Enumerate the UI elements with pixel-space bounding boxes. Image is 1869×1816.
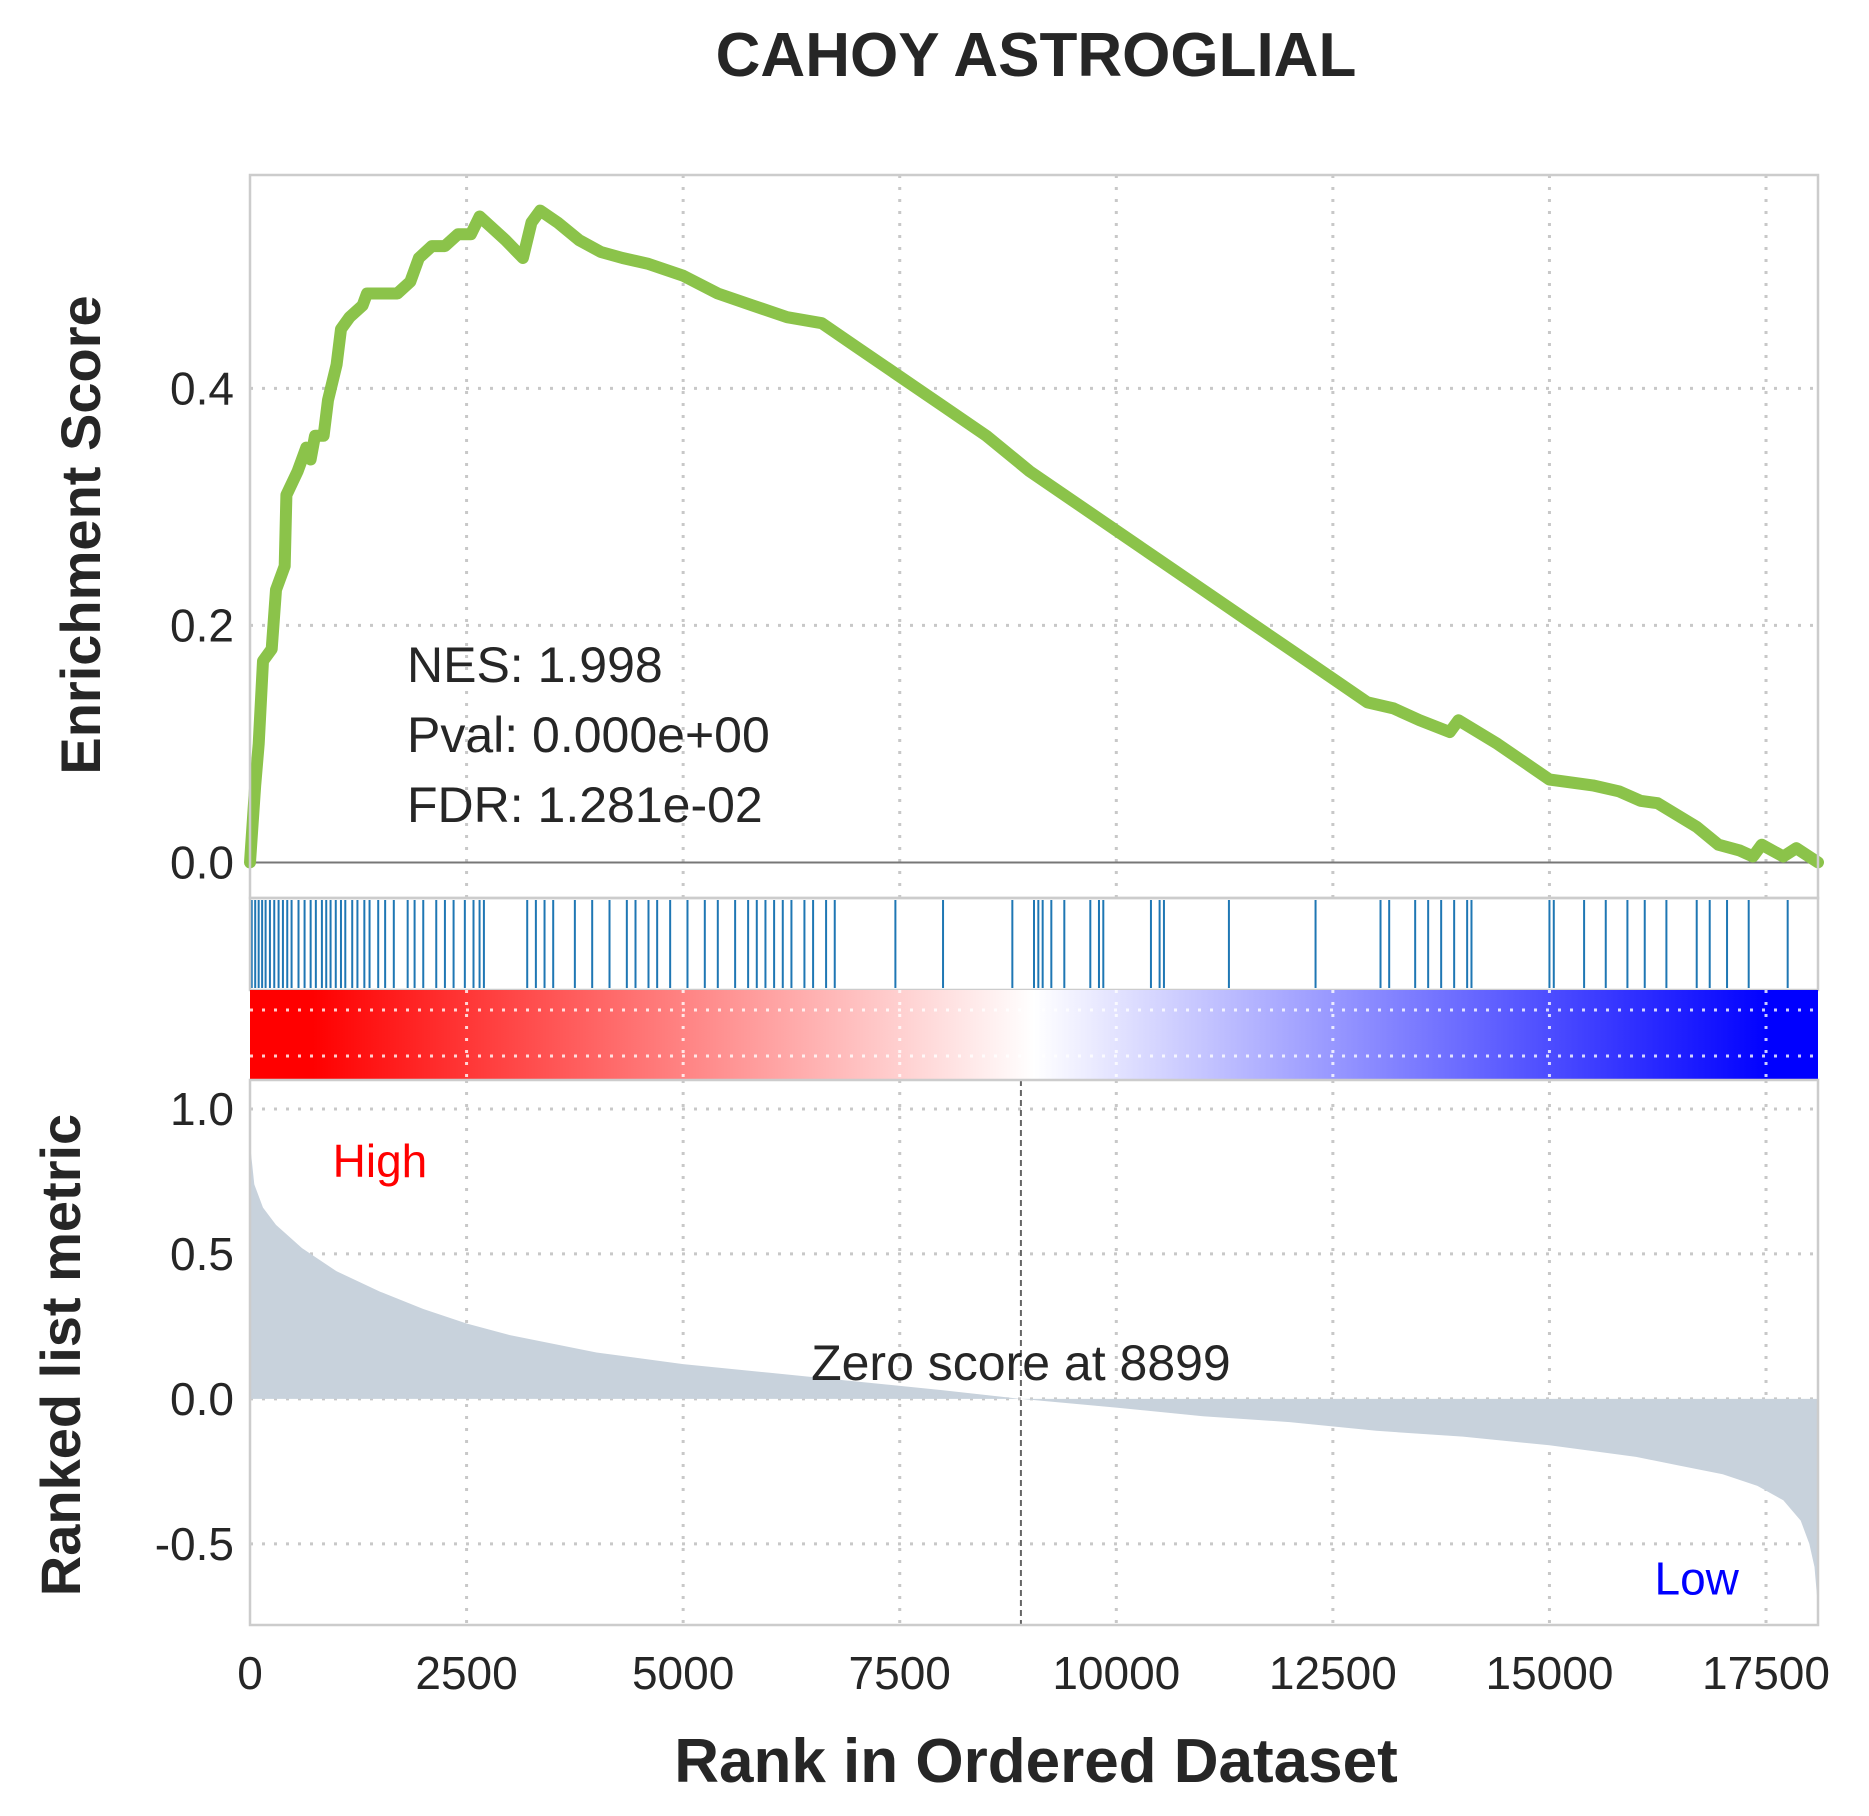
x-tick-label: 7500 [849, 1647, 951, 1699]
low-label: Low [1655, 1553, 1740, 1605]
x-tick-label: 17500 [1702, 1647, 1830, 1699]
ranked-colorbar [250, 990, 1818, 1080]
enrichment-score-line [244, 204, 1824, 869]
nes-annotation: NES: 1.998 [407, 637, 663, 693]
x-axis-label: Rank in Ordered Dataset [674, 1727, 1398, 1796]
ranked-y-label: Ranked list metric [29, 1114, 92, 1596]
ranked-y-tick-label: -0.5 [155, 1518, 234, 1570]
x-tick-label: 2500 [415, 1647, 517, 1699]
fdr-annotation: FDR: 1.281e-02 [407, 777, 763, 833]
zero-score-label: Zero score at 8899 [811, 1335, 1231, 1391]
x-tick-label: 5000 [632, 1647, 734, 1699]
ranked-colorbar-panel [250, 990, 1818, 1080]
high-label: High [333, 1135, 428, 1187]
x-tick-label: 0 [237, 1647, 263, 1699]
ranked-y-tick-label: 0.5 [170, 1228, 234, 1280]
ranked-metric-area [250, 1143, 1818, 1608]
enrichment-grid [250, 175, 1818, 898]
ranked-y-tick-label: 0.0 [170, 1373, 234, 1425]
ranked-y-tick-label: 1.0 [170, 1083, 234, 1135]
x-tick-label: 15000 [1485, 1647, 1613, 1699]
gene-hit-marks [250, 900, 1789, 988]
x-tick-label: 10000 [1052, 1647, 1180, 1699]
enrichment-y-tick-label: 0.4 [170, 362, 234, 414]
ranked-list-panel: Zero score at 8899 High Low 1.0 0.5 0.0 -0.… [155, 1078, 1820, 1627]
ranked-frame [248, 1078, 1820, 1627]
gene-hits-panel [248, 896, 1820, 992]
chart-title: CAHOY ASTROGLIAL [716, 21, 1357, 90]
ranked-y-ticks: 1.0 0.5 0.0 -0.5 [155, 1083, 234, 1570]
x-tick-label: 12500 [1269, 1647, 1397, 1699]
enrichment-stats: NES: 1.998 Pval: 0.000e+00 FDR: 1.281e-0… [407, 637, 770, 833]
pval-annotation: Pval: 0.000e+00 [407, 707, 770, 763]
colorbar-grid [250, 990, 1818, 1080]
enrichment-y-tick-label: 0.2 [170, 599, 234, 651]
x-ticks: 0 2500 5000 7500 10000 12500 15000 17500 [237, 1647, 1830, 1699]
enrichment-y-ticks: 0.0 0.2 0.4 [170, 362, 234, 888]
enrichment-score-panel: 0.0 0.2 0.4 NES: 1.998 Pval: 0.000e+00 FDR… [170, 173, 1824, 900]
enrichment-y-label: Enrichment Score [49, 295, 112, 774]
enrichment-y-tick-label: 0.0 [170, 836, 234, 888]
